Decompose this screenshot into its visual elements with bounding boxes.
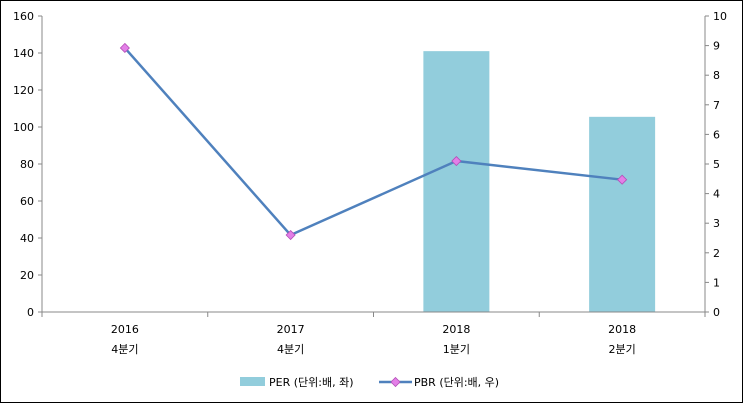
- pbr-point: [451, 155, 462, 167]
- legend-pbr-label: PBR (단위:배, 우): [414, 376, 499, 389]
- right-axis-ticks: 0 1 2 3 4 5 6 7 8 9 10: [705, 10, 727, 319]
- left-tick-label: 60: [20, 195, 34, 208]
- per-bar: [423, 51, 490, 313]
- legend-per-label: PER (단위:배, 좌): [269, 376, 354, 389]
- left-tick-label: 40: [20, 232, 34, 245]
- x-axis-labels: 2016 4분기 2017 4분기 2018 1분기 2018 2분기: [111, 323, 636, 356]
- right-tick-label: 9: [713, 40, 720, 53]
- right-tick-label: 2: [713, 247, 720, 260]
- right-tick-label: 7: [713, 99, 720, 112]
- left-tick-label: 100: [13, 121, 34, 134]
- left-tick-label: 80: [20, 158, 34, 171]
- x-label-year: 2018: [608, 323, 636, 336]
- right-tick-label: 5: [713, 158, 720, 171]
- right-tick-label: 10: [713, 10, 727, 23]
- right-tick-label: 6: [713, 128, 720, 141]
- x-label-quarter: 4분기: [111, 343, 138, 356]
- right-tick-label: 0: [713, 306, 720, 319]
- pbr-series-line: [123, 47, 623, 237]
- left-tick-label: 120: [13, 84, 34, 97]
- pbr-point: [285, 229, 296, 241]
- legend-pbr-marker: [390, 376, 401, 388]
- left-tick-label: 160: [13, 10, 34, 23]
- pbr-point: [617, 174, 628, 185]
- per-bar: [589, 116, 656, 312]
- x-label-year: 2018: [442, 323, 470, 336]
- right-tick-label: 4: [713, 188, 720, 201]
- left-axis-ticks: 0 20 40 60 80 100 120 140 160: [13, 10, 42, 319]
- axes: [41, 16, 706, 317]
- x-label-quarter: 1분기: [443, 343, 470, 356]
- x-label-quarter: 2분기: [609, 343, 636, 356]
- pbr-line: [119, 42, 628, 241]
- left-tick-label: 20: [20, 269, 34, 282]
- legend: PER (단위:배, 좌) PBR (단위:배, 우): [240, 376, 499, 389]
- right-tick-label: 1: [713, 276, 720, 289]
- per-bars: [423, 51, 656, 313]
- left-tick-label: 0: [27, 306, 34, 319]
- legend-per-swatch: [240, 377, 265, 386]
- right-tick-label: 8: [713, 69, 720, 82]
- left-tick-label: 140: [13, 47, 34, 60]
- right-tick-label: 3: [713, 217, 720, 230]
- x-label-year: 2017: [277, 323, 305, 336]
- x-label-year: 2016: [111, 323, 139, 336]
- pbr-point: [119, 42, 130, 54]
- x-label-quarter: 4분기: [277, 343, 304, 356]
